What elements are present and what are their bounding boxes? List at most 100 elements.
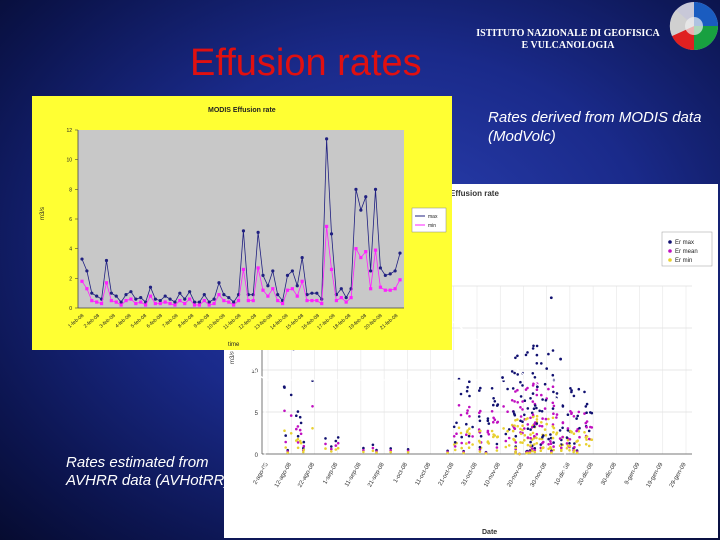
- avhrr-point-Er-mean: [572, 415, 576, 418]
- modis-point-min: [158, 301, 162, 306]
- avhrr-x-label: Date: [482, 529, 497, 536]
- avhrr-point-Er-min: [521, 424, 524, 427]
- avhrr-y-label: m3/s: [230, 351, 236, 364]
- avhrr-point-Er-max: [585, 411, 588, 414]
- modis-point-max: [398, 251, 402, 255]
- modis-point-min: [285, 288, 290, 292]
- avhrr-point-Er-max: [547, 352, 550, 356]
- modis-point-min: [359, 255, 363, 260]
- avhrr-point-Er-max: [492, 397, 495, 400]
- modis-point-min: [310, 298, 314, 303]
- modis-point-min: [256, 266, 260, 270]
- avhrr-point-Er-max: [531, 392, 535, 395]
- avhrr-point-Er-mean: [487, 433, 491, 436]
- avhrr-point-Er-mean: [544, 417, 548, 421]
- avhrr-point-Er-min: [460, 446, 463, 450]
- avhrr-point-Er-max: [516, 354, 519, 358]
- avhrr-point-Er-max: [533, 376, 537, 379]
- avhrr-point-Er-max: [516, 373, 519, 376]
- modis-point-min: [139, 300, 143, 304]
- avhrr-point-Er-mean: [506, 410, 509, 413]
- avhrr-point-Er-max: [510, 370, 514, 373]
- avhrr-point-Er-min: [289, 432, 293, 435]
- avhrr-point-Er-min: [547, 417, 550, 421]
- avhrr-point-Er-max: [455, 421, 458, 425]
- avhrr-point-Er-min: [506, 429, 509, 433]
- avhrr-point-Er-min: [299, 441, 303, 445]
- avhrr-point-Er-mean: [538, 424, 541, 428]
- modis-point-max: [256, 230, 260, 234]
- modis-point-min: [339, 296, 343, 300]
- modis-point-min: [364, 250, 368, 254]
- avhrr-point-Er-mean: [552, 404, 556, 408]
- avhrr-point-Er-max: [552, 390, 555, 394]
- avhrr-point-Er-mean: [535, 388, 539, 391]
- modis-point-min: [202, 298, 206, 303]
- avhrr-point-Er-max: [284, 434, 287, 437]
- avhrr-point-Er-mean: [570, 412, 573, 415]
- avhrr-point-Er-max: [535, 422, 539, 425]
- avhrr-point-Er-mean: [457, 404, 461, 407]
- modis-point-min: [188, 297, 192, 301]
- avhrr-point-Er-mean: [529, 436, 532, 440]
- avhrr-point-Er-min: [330, 450, 333, 453]
- modis-point-max: [95, 294, 99, 298]
- modis-point-max: [109, 291, 113, 295]
- avhrr-point-Er-max: [566, 413, 570, 416]
- modis-y-tick-label: 6: [69, 217, 72, 223]
- avhrr-point-Er-mean: [555, 413, 559, 416]
- avhrr-point-Er-mean: [295, 427, 298, 431]
- avhrr-point-Er-max: [371, 443, 375, 447]
- avhrr-point-Er-mean: [453, 445, 457, 448]
- modis-point-min: [398, 278, 402, 282]
- avhrr-point-Er-max: [552, 441, 555, 444]
- avhrr-point-Er-max: [506, 387, 509, 391]
- avhrr-point-Er-min: [334, 448, 338, 451]
- avhrr-point-Er-min: [528, 451, 532, 455]
- modis-point-min: [290, 287, 294, 291]
- modis-point-min: [369, 287, 373, 291]
- avhrr-point-Er-mean: [493, 418, 497, 421]
- modis-point-max: [241, 229, 246, 233]
- modis-point-min: [129, 297, 133, 301]
- avhrr-point-Er-max: [490, 387, 494, 390]
- avhrr-point-Er-max: [478, 419, 482, 423]
- modis-point-max: [373, 187, 378, 191]
- avhrr-point-Er-max: [549, 436, 553, 440]
- modis-point-min: [85, 287, 89, 291]
- avhrr-point-Er-mean: [471, 435, 474, 438]
- modis-point-min: [329, 267, 334, 272]
- modis-legend-label-min: min: [428, 223, 436, 229]
- avhrr-point-Er-min: [539, 449, 543, 453]
- modis-point-min: [325, 224, 329, 229]
- avhrr-caption: Rates estimated from AVHRR data (AVHotRR…: [66, 454, 230, 489]
- avhrr-point-Er-mean: [502, 405, 505, 408]
- avhrr-point-Er-min: [568, 449, 571, 452]
- avhrr-point-Er-max: [324, 437, 327, 440]
- avhrr-point-Er-max: [535, 344, 539, 348]
- avhrr-point-Er-min: [478, 441, 482, 444]
- avhrr-point-Er-max: [568, 442, 571, 445]
- avhrr-point-Er-max: [543, 382, 547, 386]
- avhrr-point-Er-mean: [587, 437, 591, 441]
- modis-point-min: [148, 294, 153, 298]
- avhrr-point-Er-max: [531, 372, 535, 375]
- modis-point-max: [285, 273, 290, 277]
- avhrr-point-Er-mean: [516, 388, 519, 392]
- avhrr-point-Er-min: [311, 427, 314, 430]
- avhrr-point-Er-min: [558, 444, 562, 448]
- avhrr-point-Er-min: [295, 439, 298, 442]
- avhrr-point-Er-max: [544, 399, 548, 402]
- modis-point-min: [266, 294, 270, 298]
- avhrr-point-Er-max: [457, 377, 461, 381]
- avhrr-point-Er-min: [457, 426, 461, 430]
- avhrr-point-Er-min: [549, 445, 552, 449]
- avhrr-point-Er-min: [519, 432, 523, 436]
- modis-point-min: [378, 285, 383, 289]
- avhrr-point-Er-max: [569, 387, 572, 390]
- avhrr-point-Er-mean: [551, 401, 555, 405]
- avhrr-point-Er-min: [521, 441, 524, 445]
- avhrr-point-Er-max: [533, 425, 536, 428]
- avhrr-point-Er-mean: [561, 435, 564, 439]
- avhrr-point-Er-mean: [531, 400, 535, 403]
